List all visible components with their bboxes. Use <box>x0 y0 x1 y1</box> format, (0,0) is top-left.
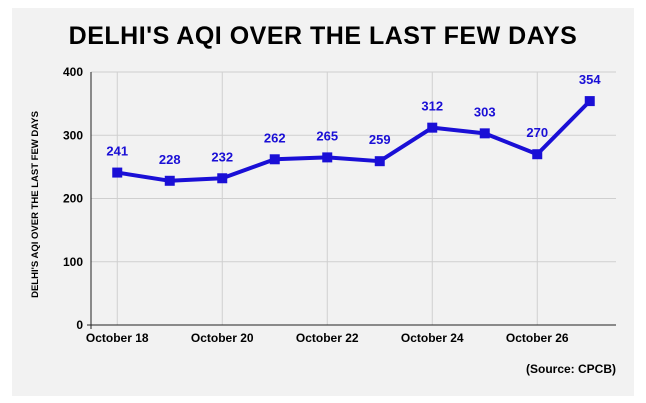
data-point-marker <box>217 173 228 184</box>
data-point-marker <box>322 152 333 163</box>
y-tick-label: 100 <box>63 255 83 269</box>
y-tick-label: 200 <box>63 192 83 206</box>
data-label: 354 <box>579 72 601 87</box>
chart-card <box>12 8 634 396</box>
chart-title: DELHI'S AQI OVER THE LAST FEW DAYS <box>68 22 578 50</box>
x-tick-label: October 26 <box>506 331 569 345</box>
x-tick-label: October 20 <box>191 331 254 345</box>
data-point-marker <box>479 128 490 139</box>
source-note: (Source: CPCB) <box>525 362 616 376</box>
data-point-marker <box>374 156 385 167</box>
data-point-marker <box>112 167 123 178</box>
data-label: 232 <box>211 149 233 164</box>
series-line <box>115 99 592 183</box>
data-label: 262 <box>264 130 286 145</box>
data-point-marker <box>164 175 175 186</box>
data-label: 241 <box>106 144 128 159</box>
data-label: 303 <box>474 104 496 119</box>
x-tick-label: October 22 <box>296 331 359 345</box>
data-label: 270 <box>526 125 548 140</box>
y-tick-label: 0 <box>76 318 83 332</box>
y-tick-label: 400 <box>63 65 83 79</box>
x-tick-label: October 24 <box>401 331 464 345</box>
y-axis-label: DELHI'S AQI OVER THE LAST FEW DAYS <box>30 111 41 298</box>
data-point-marker <box>584 96 595 107</box>
data-label: 312 <box>421 99 443 114</box>
data-point-marker <box>427 122 438 133</box>
x-tick-label: October 18 <box>86 331 149 345</box>
data-label: 265 <box>316 128 338 143</box>
data-point-marker <box>269 154 280 165</box>
data-label: 228 <box>159 152 181 167</box>
data-point-marker <box>532 149 543 160</box>
y-tick-label: 300 <box>63 128 83 142</box>
data-label: 259 <box>369 132 391 147</box>
